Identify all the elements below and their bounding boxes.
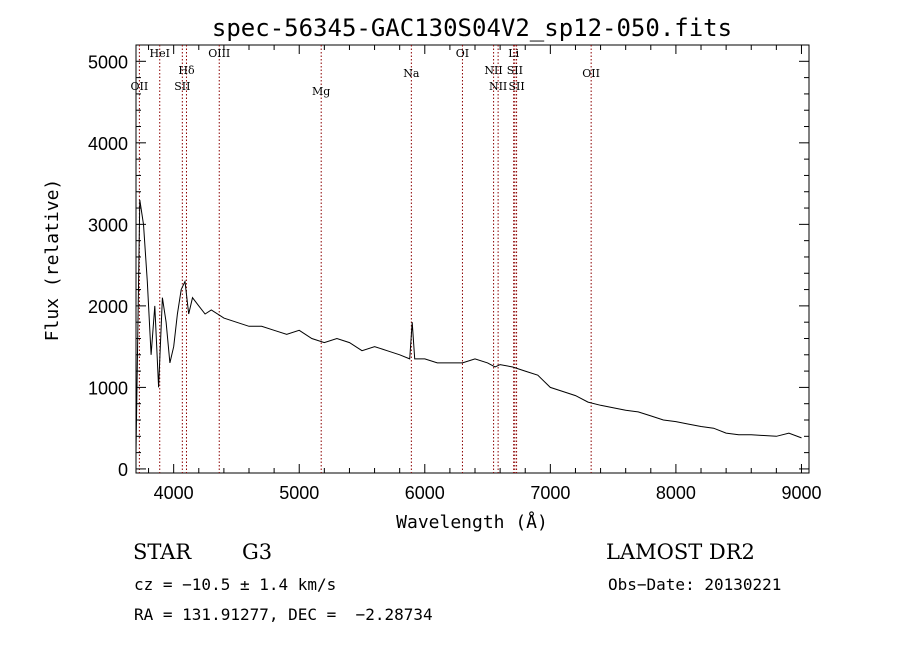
emission-line-label: OII (582, 67, 600, 80)
emission-line-labels: OII HeI Hδ SII OIII Mg Na OI NII NII Li SII SII OII (131, 47, 600, 98)
spectrum-line (135, 199, 802, 453)
y-tick-label: 2000 (88, 297, 128, 317)
y-tick-label: 3000 (88, 215, 128, 235)
emission-line-label: Na (403, 67, 420, 80)
survey-name: LAMOST DR2 (606, 540, 755, 564)
y-tick-label: 1000 (88, 378, 128, 398)
x-tick-label: 4000 (154, 483, 194, 503)
chart-title: spec-56345-GAC130S04V2_sp12-050.fits (212, 14, 732, 42)
redshift-text: cz = −10.5 ± 1.4 km/s (134, 575, 337, 594)
y-tick-label: 5000 (88, 52, 128, 72)
emission-line-markers (138, 45, 592, 473)
emission-line-label: OII (131, 80, 149, 93)
emission-line-label: OIII (208, 47, 230, 60)
y-tick-label: 0 (118, 460, 128, 480)
axis-tick-labels: 4000 5000 6000 7000 8000 9000 0 1000 2000 3000 400… (88, 52, 822, 503)
x-tick-label: 5000 (279, 483, 319, 503)
emission-line-label: NII (489, 80, 507, 93)
x-tick-label: 7000 (530, 483, 570, 503)
y-axis-label: Flux (relative) (42, 179, 63, 342)
observation-date: Obs−Date: 20130221 (608, 575, 782, 594)
emission-line-label: OI (456, 47, 469, 60)
x-tick-label: 8000 (656, 483, 696, 503)
emission-line-label: HeI (150, 47, 170, 60)
plot-frame (135, 44, 810, 474)
object-subclass: G3 (242, 540, 273, 564)
y-tick-label: 4000 (88, 134, 128, 154)
emission-line-label: SII (174, 80, 190, 93)
emission-line-label: Li (508, 47, 519, 60)
axis-ticks (136, 45, 809, 473)
emission-line-label: Mg (312, 85, 330, 98)
x-tick-label: 9000 (781, 483, 821, 503)
coordinates-text: RA = 131.91277, DEC = −2.28734 (134, 605, 433, 624)
object-type: STAR (133, 540, 192, 564)
emission-line-label: Hδ (178, 64, 195, 77)
emission-line-label: SII (508, 80, 524, 93)
emission-line-label: SII (507, 64, 523, 77)
emission-line-label: NII (484, 64, 502, 77)
x-axis-label: Wavelength (Å) (396, 511, 548, 533)
x-tick-label: 6000 (405, 483, 445, 503)
